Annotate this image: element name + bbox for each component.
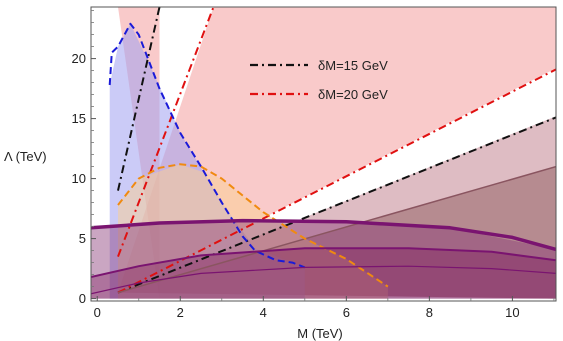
curve-3 xyxy=(117,7,215,257)
x-tick-label: 2 xyxy=(177,305,184,320)
legend-label-1: δM=15 GeV xyxy=(318,58,388,73)
curve-5 xyxy=(117,165,556,294)
curve-6 xyxy=(108,22,306,269)
curve-9 xyxy=(91,247,556,278)
curves xyxy=(91,7,556,295)
x-tick-label: 4 xyxy=(260,305,267,320)
curve-4 xyxy=(117,68,556,294)
x-tick-label: 10 xyxy=(505,305,519,320)
x-axis-label: M (TeV) xyxy=(297,326,343,341)
y-tick-label: 20 xyxy=(72,51,86,66)
shaded-region-7 xyxy=(91,220,556,299)
y-tick-label: 10 xyxy=(72,171,86,186)
curve-8 xyxy=(91,218,556,252)
x-tick-label: 0 xyxy=(94,305,101,320)
axes: 0 2 4 6 8 10 0 5 10 15 20 xyxy=(72,10,555,320)
curve-10 xyxy=(91,265,556,295)
y-tick-label: 5 xyxy=(79,231,86,246)
y-axis-label: Λ (TeV) xyxy=(4,149,47,164)
y-tick-label: 15 xyxy=(72,111,86,126)
curve-7 xyxy=(117,163,389,288)
x-tick-label: 8 xyxy=(426,305,433,320)
legend-label-2: δM=20 GeV xyxy=(318,87,388,102)
legend: δM=15 GeV δM=20 GeV xyxy=(250,58,388,102)
curve-1 xyxy=(117,7,161,191)
curve-2 xyxy=(117,116,556,294)
x-tick-label: 6 xyxy=(343,305,350,320)
shaded-region-8 xyxy=(91,248,556,299)
y-tick-label: 0 xyxy=(79,291,86,306)
plot-frame xyxy=(90,6,557,302)
shaded-regions xyxy=(91,7,556,299)
